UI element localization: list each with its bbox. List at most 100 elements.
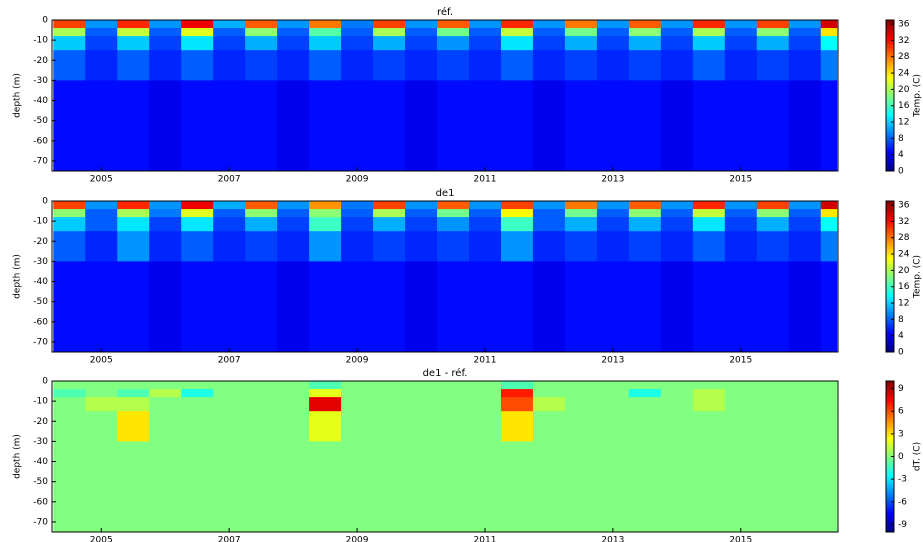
cell [468, 261, 502, 352]
cell [724, 50, 758, 81]
cell [341, 231, 374, 262]
cell [628, 36, 662, 51]
cell [53, 28, 86, 37]
cell [213, 80, 246, 171]
cell [277, 50, 310, 81]
colorbar-swatch [886, 504, 894, 508]
y-axis-label: depth (m) [13, 254, 23, 299]
cell [85, 381, 118, 390]
colorbar-swatch [886, 324, 894, 328]
colorbar-tick-label: 16 [898, 101, 910, 111]
cell [788, 389, 822, 398]
colorbar-swatch [886, 20, 894, 24]
colorbar-swatch [886, 511, 894, 515]
y-tick-label: -70 [33, 156, 48, 166]
cell [692, 36, 726, 51]
cell [373, 231, 406, 262]
colorbar-swatch [886, 344, 894, 348]
colorbar-swatch [886, 489, 894, 493]
colorbar-swatch [886, 125, 894, 129]
colorbar-swatch [886, 128, 894, 132]
x-tick-label: 2013 [601, 536, 624, 542]
colorbar-swatch [886, 145, 894, 149]
colorbar-tick-label: -9 [898, 520, 907, 530]
cell [117, 80, 150, 171]
colorbar-swatch [886, 471, 894, 475]
colorbar-swatch [886, 459, 894, 463]
cell [53, 50, 86, 81]
colorbar-swatch [886, 233, 894, 237]
y-tick-label: -10 [33, 36, 48, 46]
cell [85, 231, 118, 262]
cell [756, 397, 790, 412]
cell [724, 217, 758, 232]
y-tick-label: -20 [33, 56, 48, 66]
cell [532, 217, 566, 232]
cell [149, 389, 182, 398]
colorbar-tick-label: 36 [898, 20, 910, 30]
cell [820, 389, 838, 398]
cell [53, 397, 86, 412]
y-tick-label: -20 [33, 237, 48, 247]
cell [85, 201, 118, 210]
cell [245, 209, 278, 218]
cell [373, 381, 406, 390]
cell [628, 80, 662, 171]
colorbar-swatch [886, 311, 894, 315]
colorbar-swatch [886, 201, 894, 205]
colorbar-swatch [886, 155, 894, 159]
y-tick-label: -70 [33, 517, 48, 527]
cell [500, 231, 534, 262]
colorbar-swatch [886, 231, 894, 235]
x-tick-label: 2009 [346, 356, 369, 366]
cell [500, 28, 534, 37]
cell [405, 411, 438, 442]
colorbar-swatch [886, 484, 894, 488]
cell [181, 441, 214, 532]
cell [596, 28, 630, 37]
colorbar-tick-label: 0 [898, 348, 904, 358]
cell [309, 36, 342, 51]
colorbar-tick-label: 0 [898, 167, 904, 177]
cell [660, 20, 694, 29]
colorbar-tick-label: 24 [898, 250, 910, 260]
cell [500, 209, 534, 218]
colorbar-swatch [886, 248, 894, 252]
colorbar-swatch [886, 216, 894, 220]
colorbar-swatch [886, 258, 894, 262]
colorbar-swatch [886, 403, 894, 407]
cell [117, 397, 150, 412]
cell [309, 217, 342, 232]
colorbar-tick-label: 12 [898, 299, 909, 309]
cell [277, 20, 310, 29]
colorbar-swatch [886, 251, 894, 255]
cell [564, 231, 598, 262]
cell [53, 441, 86, 532]
cell [820, 411, 838, 442]
colorbar-swatch [886, 346, 894, 350]
cell [756, 441, 790, 532]
colorbar-tick-label: 12 [898, 118, 909, 128]
cell [213, 411, 246, 442]
colorbar-swatch [886, 133, 894, 137]
colorbar-swatch [886, 92, 894, 96]
cell [181, 28, 214, 37]
cell [468, 50, 502, 81]
cell [692, 80, 726, 171]
cell [756, 389, 790, 398]
cell [628, 411, 662, 442]
colorbar-tick-label: 9 [898, 384, 904, 394]
cell [437, 389, 470, 398]
cell [532, 28, 566, 37]
colorbar-swatch [886, 57, 894, 61]
colorbar-swatch [886, 148, 894, 152]
cell [437, 441, 470, 532]
panel-title: de1 [436, 188, 455, 199]
cell [181, 397, 214, 412]
cell [660, 411, 694, 442]
cell [181, 231, 214, 262]
cell [437, 36, 470, 51]
cell [692, 397, 726, 412]
colorbar-swatch [886, 87, 894, 91]
colorbar-swatch [886, 236, 894, 240]
